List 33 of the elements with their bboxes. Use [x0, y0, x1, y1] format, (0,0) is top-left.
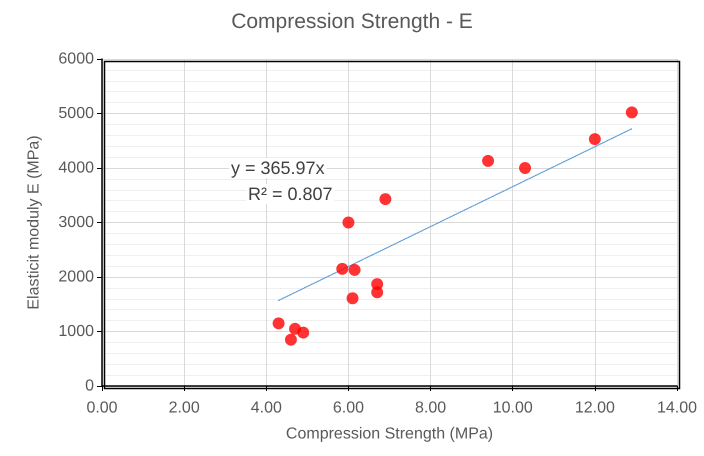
y-tick-label: 2000 [58, 268, 94, 286]
chart-title: Compression Strength - E [231, 10, 473, 33]
y-tick-label: 4000 [58, 160, 94, 176]
point [336, 262, 348, 275]
x-tick-label: 10.00 [492, 400, 533, 416]
point [284, 334, 297, 346]
x-tick-label: 2.00 [168, 400, 200, 416]
y-tick-label: 3000 [58, 214, 94, 231]
y-axis-title: Elasticit moduly E (MPa) [26, 135, 42, 310]
x-tick-label: 0.00 [86, 400, 118, 416]
point [272, 317, 285, 330]
point [626, 106, 638, 118]
point [588, 133, 601, 146]
point [348, 264, 361, 276]
y-tick-label: 6000 [58, 50, 94, 68]
annotation: y = 365.97x [231, 158, 325, 178]
x-tick-label: 4.00 [250, 400, 282, 416]
y-tick-label: 5000 [58, 105, 94, 122]
y-tick-label: 0 [85, 378, 94, 394]
point [342, 216, 354, 228]
x-tick-label: 12.00 [574, 400, 615, 416]
x-tick-label: 14.00 [656, 400, 698, 416]
point [346, 292, 359, 304]
point [297, 326, 310, 339]
point [482, 154, 494, 167]
x-tick-label: 8.00 [415, 400, 446, 416]
x-axis-title: Compression Strength (MPa) [286, 426, 494, 442]
point [519, 162, 532, 174]
x-tick-label: 6.00 [332, 400, 364, 416]
point [379, 193, 392, 206]
point [371, 286, 384, 298]
y-tick-label: 1000 [58, 323, 94, 340]
annotation: R² = 0.807 [248, 184, 333, 204]
